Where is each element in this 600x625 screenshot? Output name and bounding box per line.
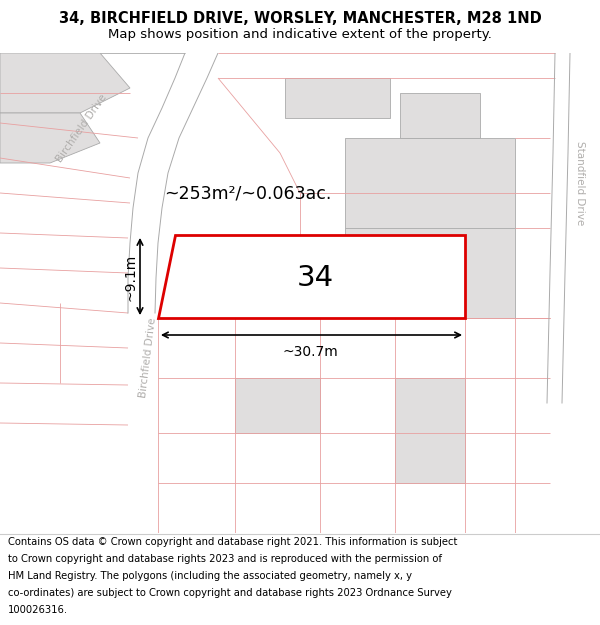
Text: Contains OS data © Crown copyright and database right 2021. This information is : Contains OS data © Crown copyright and d… — [8, 537, 457, 547]
Polygon shape — [0, 113, 100, 163]
Polygon shape — [158, 235, 465, 318]
Polygon shape — [395, 378, 465, 483]
Polygon shape — [547, 53, 570, 403]
Polygon shape — [0, 53, 130, 113]
Polygon shape — [235, 378, 320, 433]
Text: co-ordinates) are subject to Crown copyright and database rights 2023 Ordnance S: co-ordinates) are subject to Crown copyr… — [8, 588, 452, 598]
Polygon shape — [345, 138, 515, 318]
Text: to Crown copyright and database rights 2023 and is reproduced with the permissio: to Crown copyright and database rights 2… — [8, 554, 442, 564]
Text: ~9.1m: ~9.1m — [124, 253, 138, 301]
Text: 34: 34 — [296, 264, 334, 292]
Polygon shape — [128, 53, 218, 313]
Text: ~253m²/~0.063ac.: ~253m²/~0.063ac. — [164, 185, 332, 203]
Text: ~30.7m: ~30.7m — [282, 345, 338, 359]
Text: Birchfield Drive: Birchfield Drive — [138, 318, 158, 399]
Text: Standfield Drive: Standfield Drive — [575, 141, 585, 225]
Polygon shape — [285, 78, 390, 118]
Text: HM Land Registry. The polygons (including the associated geometry, namely x, y: HM Land Registry. The polygons (includin… — [8, 571, 412, 581]
Text: Birchfield Drive: Birchfield Drive — [55, 92, 109, 164]
Text: 34, BIRCHFIELD DRIVE, WORSLEY, MANCHESTER, M28 1ND: 34, BIRCHFIELD DRIVE, WORSLEY, MANCHESTE… — [59, 11, 541, 26]
Text: Map shows position and indicative extent of the property.: Map shows position and indicative extent… — [108, 28, 492, 41]
Polygon shape — [400, 93, 480, 138]
Text: 100026316.: 100026316. — [8, 605, 68, 615]
